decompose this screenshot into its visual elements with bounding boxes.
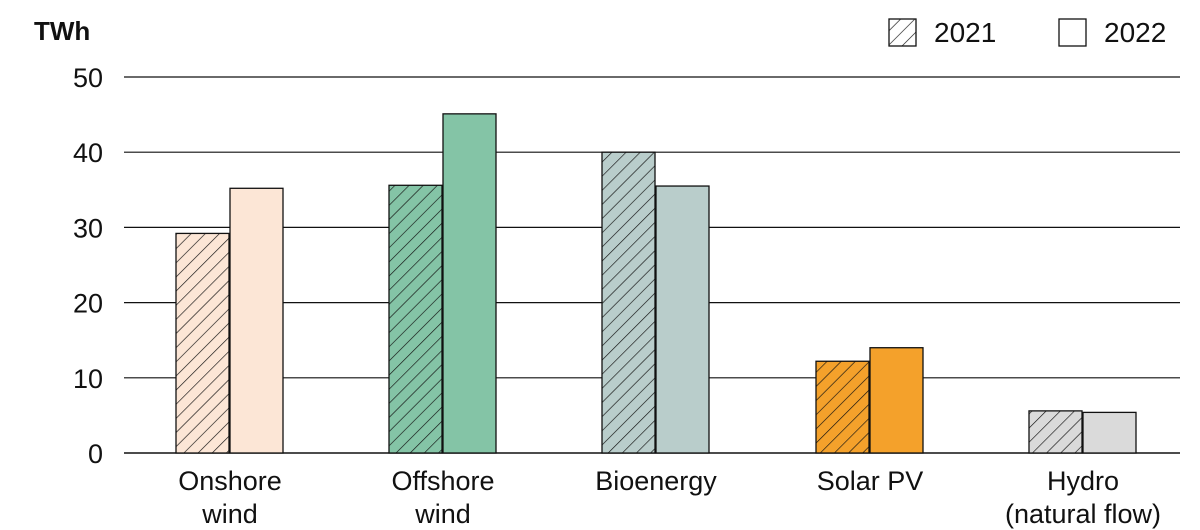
bar-2021-2 (601, 151, 656, 454)
x-category-label: Hydro (1047, 466, 1119, 496)
bar-2022-3 (869, 347, 924, 454)
bar-2022-2 (655, 185, 710, 454)
x-category-label: Onshore (178, 466, 282, 496)
legend-label-2021: 2021 (934, 17, 996, 48)
bar-2021-1 (388, 184, 443, 454)
legend-swatch-2022 (1058, 18, 1087, 47)
y-tick-label: 40 (73, 138, 103, 168)
bar-2021-4 (1028, 410, 1083, 454)
x-category-label: Bioenergy (595, 466, 717, 496)
y-tick-label: 10 (73, 364, 103, 394)
x-category-label: wind (414, 499, 471, 529)
bar-2022-0 (229, 187, 284, 454)
y-tick-label: 50 (73, 63, 103, 93)
y-tick-label: 0 (88, 439, 103, 469)
legend-swatch-2021 (888, 18, 917, 47)
x-category-label: Solar PV (817, 466, 924, 496)
y-tick-label: 20 (73, 289, 103, 319)
bar-2022-4 (1082, 411, 1137, 454)
x-category-label: wind (201, 499, 258, 529)
bar-2022-1 (442, 113, 497, 454)
legend-label-2022: 2022 (1104, 17, 1166, 48)
bars (175, 113, 1137, 454)
legend: 2021 2022 (888, 17, 1166, 48)
bar-2021-0 (175, 232, 230, 454)
x-category-label: (natural flow) (1005, 499, 1161, 529)
y-axis-unit: TWh (34, 16, 90, 46)
bar-2021-3 (815, 360, 870, 454)
x-category-label: Offshore (391, 466, 494, 496)
y-tick-label: 30 (73, 213, 103, 243)
y-axis-ticks: 0 10 20 30 40 50 (73, 63, 103, 469)
